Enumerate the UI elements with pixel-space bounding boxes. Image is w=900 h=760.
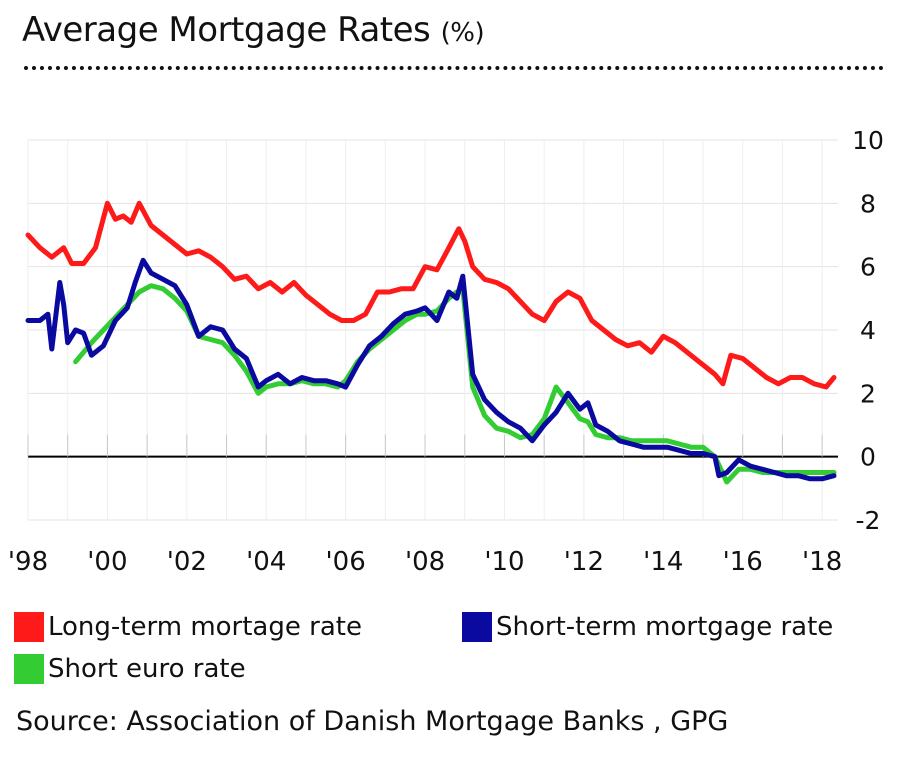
x-tick-label: '18 xyxy=(802,547,842,577)
y-tick-label: 0 xyxy=(860,443,876,472)
x-tick-label: '10 xyxy=(484,547,524,577)
y-tick-label: 4 xyxy=(860,316,876,345)
y-tick-label: 2 xyxy=(860,379,876,408)
y-tick-label: -2 xyxy=(856,506,881,535)
legend-swatch-long-term xyxy=(14,612,44,642)
x-tick-label: '08 xyxy=(405,547,445,577)
x-tick-label: '98 xyxy=(8,547,48,577)
source-note: Source: Association of Danish Mortgage B… xyxy=(16,706,729,737)
line-chart: -2 0 2 4 6 8 10 '98 '00 '02 '04 '06 '08 '10 '12 '14 '16 '… xyxy=(8,126,884,577)
x-tick-label: '04 xyxy=(246,547,286,577)
y-tick-label: 6 xyxy=(860,253,876,282)
legend-item-short-term: Short-term mortgage rate xyxy=(462,612,833,642)
series-line-0 xyxy=(25,200,837,390)
legend-item-euro: Short euro rate xyxy=(14,654,246,684)
legend-label-short-term: Short-term mortgage rate xyxy=(496,612,834,642)
x-tick-label: '16 xyxy=(723,547,763,577)
x-tick-label: '14 xyxy=(643,547,683,577)
legend-label-euro: Short euro rate xyxy=(48,654,246,684)
x-tick-label: '02 xyxy=(167,547,207,577)
chart-title-text: Average Mortgage Rates xyxy=(22,10,431,50)
x-tick-label: '06 xyxy=(326,547,366,577)
legend-label-long-term: Long-term mortage rate xyxy=(48,612,362,642)
chart-title: Average Mortgage Rates (%) xyxy=(22,10,485,50)
series-line-1 xyxy=(25,257,837,482)
title-divider xyxy=(24,66,884,70)
chart-title-unit: (%) xyxy=(440,18,485,48)
legend-item-long-term: Long-term mortage rate xyxy=(14,612,362,642)
legend-swatch-euro xyxy=(14,654,44,684)
x-tick-label: '12 xyxy=(564,547,604,577)
x-tick-label: '00 xyxy=(87,547,127,577)
y-tick-label: 10 xyxy=(852,126,884,155)
y-tick-label: 8 xyxy=(860,189,876,218)
legend-swatch-short-term xyxy=(462,612,492,642)
